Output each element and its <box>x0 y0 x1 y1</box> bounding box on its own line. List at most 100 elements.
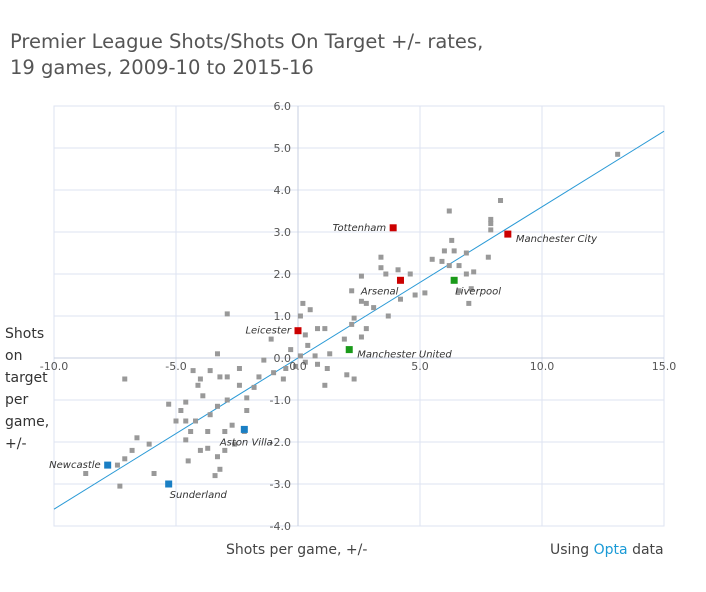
data-point <box>190 368 196 374</box>
x-tick-label: 15.0 <box>652 360 677 373</box>
data-point <box>351 376 357 382</box>
trend-line <box>53 130 665 510</box>
data-point <box>315 361 321 367</box>
data-point <box>244 408 250 413</box>
data-point <box>446 263 452 269</box>
highlight-label: Arsenal <box>360 286 399 297</box>
data-point <box>293 363 299 369</box>
data-point <box>341 336 347 342</box>
data-point <box>463 250 469 256</box>
data-point <box>193 418 199 424</box>
data-point <box>197 376 203 382</box>
data-point <box>385 313 391 319</box>
chart-title: Premier League Shots/Shots On Target +/-… <box>10 29 483 81</box>
highlight-label: Liverpool <box>455 286 501 297</box>
data-point <box>327 351 333 357</box>
data-point <box>212 473 218 479</box>
data-point <box>195 382 201 388</box>
data-point <box>214 351 220 357</box>
data-point <box>197 447 203 453</box>
data-point <box>151 471 157 476</box>
x-axis-label: Shots per game, +/- <box>226 542 368 558</box>
data-point <box>315 326 321 332</box>
data-point <box>322 382 328 388</box>
data-point <box>344 372 350 378</box>
data-point <box>232 441 238 447</box>
credit-source-link[interactable]: Opta <box>593 542 628 558</box>
y-tick-label: 5.0 <box>274 142 292 155</box>
data-point <box>466 300 472 306</box>
data-credit: Using Opta data <box>550 542 664 558</box>
data-point <box>173 418 179 424</box>
data-point <box>178 408 184 413</box>
data-point <box>271 370 277 376</box>
data-point <box>185 458 191 464</box>
data-point <box>378 254 384 260</box>
data-point <box>261 357 267 363</box>
data-point <box>207 412 213 418</box>
data-point <box>488 216 494 222</box>
data-point <box>297 313 303 319</box>
credit-prefix: Using <box>550 542 594 558</box>
data-point <box>229 422 235 428</box>
data-point <box>451 248 457 254</box>
data-point <box>134 435 140 441</box>
data-point <box>166 401 172 407</box>
data-point <box>305 342 311 348</box>
highlight-point-sunderland <box>165 480 173 488</box>
data-point <box>307 307 313 313</box>
data-point <box>349 321 355 327</box>
highlight-point-arsenal <box>396 276 404 284</box>
highlight-label: Tottenham <box>333 223 387 234</box>
highlight-point-leicester <box>294 327 302 335</box>
data-point <box>114 462 120 468</box>
data-point <box>183 437 189 443</box>
data-point <box>217 374 223 380</box>
data-point <box>463 271 469 277</box>
x-tick-label: 0.0 <box>289 360 307 373</box>
data-point <box>429 256 435 262</box>
credit-suffix: data <box>627 542 664 558</box>
data-point <box>363 300 369 306</box>
data-point <box>312 353 318 359</box>
data-point <box>83 471 89 476</box>
data-point <box>349 288 355 294</box>
data-point <box>449 237 455 243</box>
data-point <box>422 290 428 296</box>
y-tick-label: -3.0 <box>270 478 291 491</box>
data-point <box>383 271 389 277</box>
data-point <box>146 441 152 447</box>
highlight-label: Leicester <box>245 326 291 337</box>
data-point <box>351 315 357 321</box>
data-point <box>214 403 220 409</box>
data-point <box>488 227 494 233</box>
data-point <box>498 198 504 203</box>
data-point <box>236 366 242 371</box>
data-point <box>200 393 206 399</box>
data-point <box>188 429 194 434</box>
data-point <box>129 447 135 453</box>
x-tick-label: -10.0 <box>40 360 68 373</box>
highlight-point-manchester-united <box>345 346 353 354</box>
data-point <box>358 273 364 279</box>
highlight-label: Manchester United <box>357 350 452 361</box>
highlight-point-manchester-city <box>504 230 512 238</box>
data-point <box>183 418 189 424</box>
data-point <box>471 269 477 275</box>
highlight-label: Sunderland <box>170 490 228 501</box>
data-point <box>207 368 213 374</box>
chart-title-line-1: Premier League Shots/Shots On Target +/-… <box>10 30 484 53</box>
data-point <box>214 454 220 460</box>
highlight-point-tottenham <box>389 224 397 232</box>
data-point <box>205 445 211 451</box>
data-point <box>439 258 445 264</box>
data-point <box>224 397 230 403</box>
y-tick-label: 1.0 <box>274 310 292 323</box>
highlight-point-newcastle <box>104 461 112 469</box>
data-point <box>324 366 330 371</box>
data-point <box>456 288 462 294</box>
highlight-label: Manchester City <box>516 234 598 245</box>
data-point <box>412 292 418 298</box>
data-point <box>407 271 413 277</box>
